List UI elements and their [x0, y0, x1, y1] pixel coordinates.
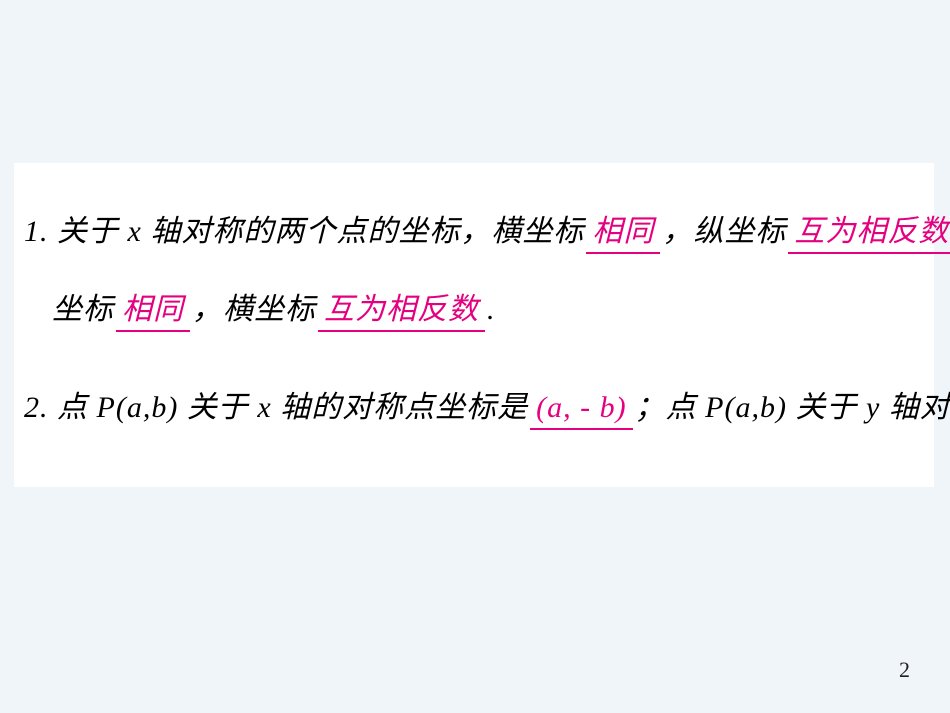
q2-P1: P(a,b): [97, 391, 179, 424]
q1-t1: 轴对称的两个点的坐标，横坐标: [142, 215, 585, 248]
page-number: 2: [899, 657, 910, 683]
q2-P2: P(a,b): [705, 391, 787, 424]
q2-blank1: (a, - b): [530, 390, 632, 430]
slide: 1. 关于 x 轴对称的两个点的坐标，横坐标相同，纵坐标互为相反数；关于 y 轴…: [0, 0, 950, 713]
q1-blank3: 相同: [116, 292, 190, 332]
question-2: 2. 点 P(a,b) 关于 x 轴的对称点坐标是(a, - b)；点 P(a,…: [24, 369, 924, 447]
q2-t5: 轴对称点的坐标是: [880, 391, 950, 424]
q2-prefix: 2. 点: [24, 391, 97, 424]
q2-line1: 2. 点 P(a,b) 关于 x 轴的对称点坐标是(a, - b)；点 P(a,…: [24, 369, 924, 447]
q2-t4: 关于: [787, 391, 866, 424]
q2-var-y: y: [866, 391, 880, 424]
q2-t1: 关于: [178, 391, 257, 424]
q1-line2: 坐标相同，横坐标互为相反数.: [24, 271, 924, 349]
q1-var-x: x: [128, 215, 142, 248]
question-1: 1. 关于 x 轴对称的两个点的坐标，横坐标相同，纵坐标互为相反数；关于 y 轴…: [24, 193, 924, 349]
q2-t2: 轴的对称点坐标是: [272, 391, 529, 424]
q1-line2c: .: [487, 293, 496, 326]
q1-blank4: 互为相反数: [318, 292, 485, 332]
q1-line2a: 坐标: [52, 293, 114, 326]
q2-var-x: x: [257, 391, 271, 424]
q1-prefix: 1. 关于: [24, 215, 128, 248]
q1-line2b: ，横坐标: [192, 293, 316, 326]
q1-blank1: 相同: [586, 214, 660, 254]
q1-t2: ，纵坐标: [662, 215, 786, 248]
q1-blank2: 互为相反数: [788, 214, 950, 254]
q1-line1: 1. 关于 x 轴对称的两个点的坐标，横坐标相同，纵坐标互为相反数；关于 y 轴…: [24, 193, 924, 271]
content-box: 1. 关于 x 轴对称的两个点的坐标，横坐标相同，纵坐标互为相反数；关于 y 轴…: [14, 163, 934, 487]
q2-t3: ；点: [635, 391, 706, 424]
